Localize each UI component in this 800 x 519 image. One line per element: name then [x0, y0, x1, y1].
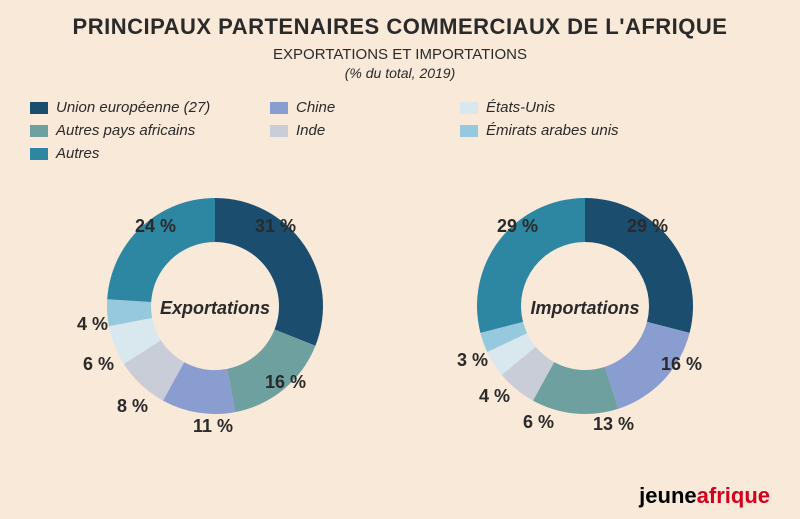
legend-label: Émirats arabes unis: [486, 122, 619, 139]
legend-item: Autres: [30, 145, 180, 162]
slice-percent-label: 24 %: [135, 216, 176, 237]
slice-percent-label: 16 %: [661, 354, 702, 375]
brand-logo: jeuneafrique: [639, 483, 770, 509]
slice-percent-label: 6 %: [523, 412, 554, 433]
legend-item: Inde: [270, 122, 460, 139]
legend-label: Chine: [296, 99, 335, 116]
donut-slice: [107, 198, 215, 302]
slice-percent-label: 16 %: [265, 372, 306, 393]
legend-swatch: [460, 102, 478, 114]
brand-part1: jeune: [639, 483, 696, 508]
legend-item: États-Unis: [460, 99, 670, 116]
legend-swatch: [30, 125, 48, 137]
legend-swatch: [30, 148, 48, 160]
chart-subtitle: EXPORTATIONS ET IMPORTATIONS: [0, 46, 800, 63]
slice-percent-label: 4 %: [479, 386, 510, 407]
slice-percent-label: 11 %: [193, 416, 233, 437]
slice-percent-label: 3 %: [457, 350, 488, 371]
legend-item: Union européenne (27): [30, 99, 270, 116]
slice-percent-label: 29 %: [627, 216, 668, 237]
legend-label: Autres pays africains: [56, 122, 195, 139]
slice-percent-label: 8 %: [117, 396, 148, 417]
chart-note: (% du total, 2019): [0, 65, 800, 81]
center-label-exportations: Exportations: [105, 298, 325, 319]
legend-swatch: [270, 125, 288, 137]
legend-item: Autres pays africains: [30, 122, 270, 139]
legend-swatch: [30, 102, 48, 114]
chart-title: PRINCIPAUX PARTENAIRES COMMERCIAUX DE L'…: [0, 0, 800, 40]
legend-swatch: [270, 102, 288, 114]
slice-percent-label: 13 %: [593, 414, 634, 435]
charts-row: Exportations 31 %16 %11 %8 %6 %4 %24 % I…: [0, 186, 800, 446]
legend-label: États-Unis: [486, 99, 555, 116]
slice-percent-label: 4 %: [77, 314, 108, 335]
legend-swatch: [460, 125, 478, 137]
legend-item: Chine: [270, 99, 460, 116]
center-label-importations: Importations: [475, 298, 695, 319]
chart-exportations: Exportations 31 % 16 % 11 % 8 %6 % 4 % 24 %: [65, 186, 365, 446]
legend-label: Inde: [296, 122, 325, 139]
slice-percent-label: 29 %: [497, 216, 538, 237]
brand-part2: afrique: [697, 483, 770, 508]
donut-slice: [227, 330, 315, 413]
legend: Union européenne (27) Chine États-Unis Autr…: [30, 99, 770, 168]
legend-label: Union européenne (27): [56, 99, 210, 116]
legend-item: Émirats arabes unis: [460, 122, 670, 139]
chart-importations: Importations 29 % 16 % 13 % 6 % 4 % 3 % 29 %: [435, 186, 735, 446]
legend-label: Autres: [56, 145, 99, 162]
slice-percent-label: 31 %: [255, 216, 296, 237]
slice-percent-label: 6 %: [83, 354, 114, 375]
